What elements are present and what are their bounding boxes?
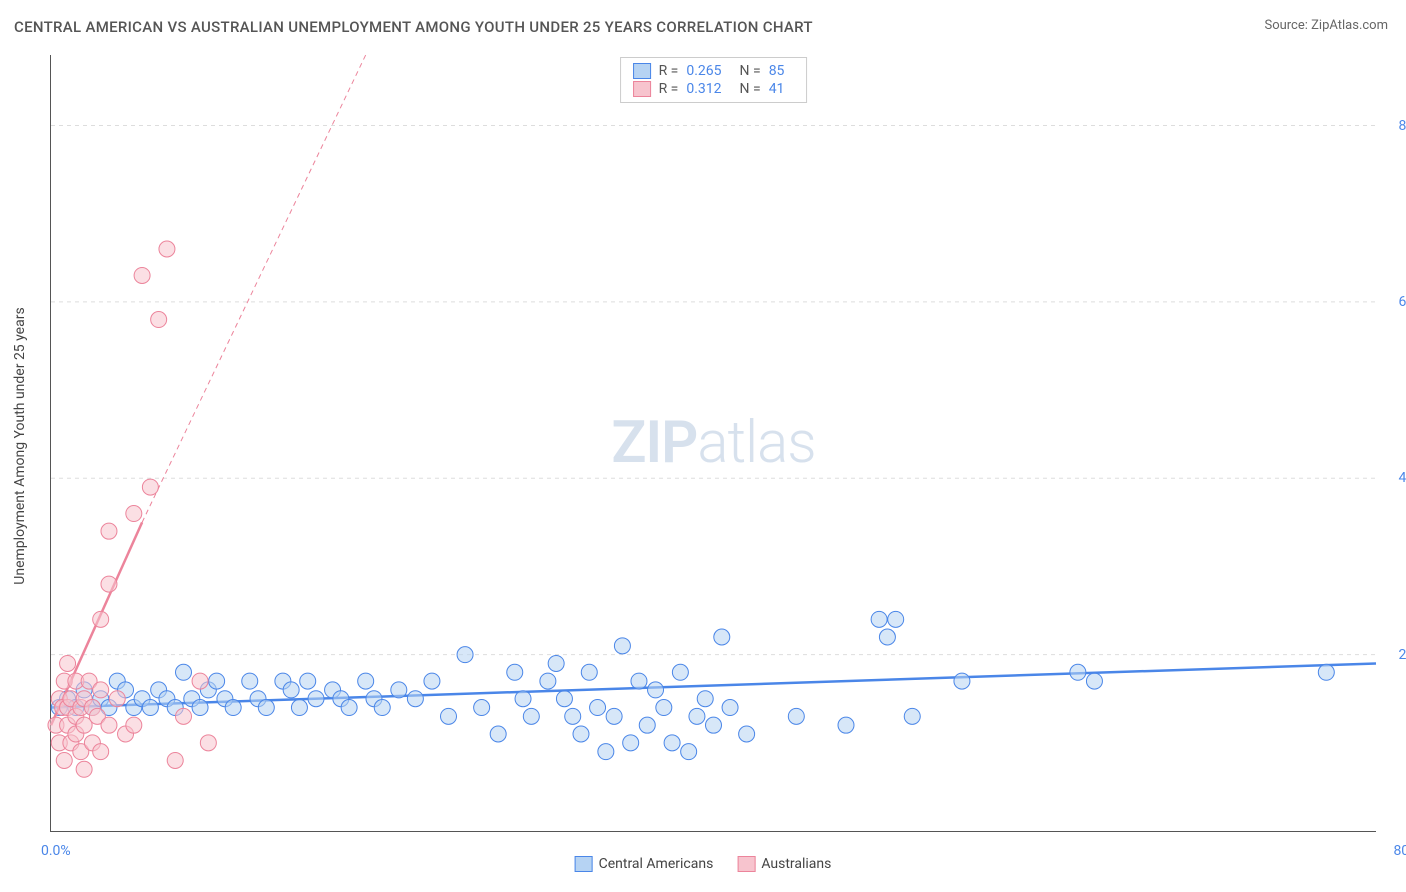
- source-attribution: Source: ZipAtlas.com: [1264, 18, 1388, 33]
- scatter-point: [548, 655, 564, 671]
- scatter-point: [101, 523, 117, 539]
- scatter-point: [664, 735, 680, 751]
- scatter-point: [614, 638, 630, 654]
- scatter-point: [151, 312, 167, 328]
- scatter-point: [739, 726, 755, 742]
- scatter-point: [523, 708, 539, 724]
- scatter-point: [697, 691, 713, 707]
- scatter-point: [192, 673, 208, 689]
- scatter-point: [76, 761, 92, 777]
- scatter-point: [656, 700, 672, 716]
- scatter-point: [540, 673, 556, 689]
- scatter-point: [134, 267, 150, 283]
- scatter-point: [242, 673, 258, 689]
- scatter-point: [714, 629, 730, 645]
- scatter-point: [283, 682, 299, 698]
- scatter-point: [556, 691, 572, 707]
- plot-area: ZIPatlas R = 0.265 N = 85 R = 0.312 N = …: [50, 55, 1376, 832]
- scatter-point: [225, 700, 241, 716]
- scatter-point: [623, 735, 639, 751]
- y-tick-label: 60.0%: [1381, 294, 1406, 310]
- legend-swatch-pink: [737, 856, 755, 872]
- y-axis-title: Unemployment Among Youth under 25 years: [12, 307, 28, 584]
- scatter-point: [904, 708, 920, 724]
- scatter-point: [358, 673, 374, 689]
- scatter-point: [126, 506, 142, 522]
- scatter-point: [639, 717, 655, 733]
- scatter-point: [648, 682, 664, 698]
- scatter-point: [871, 611, 887, 627]
- scatter-point: [441, 708, 457, 724]
- scatter-point: [167, 752, 183, 768]
- scatter-point: [93, 682, 109, 698]
- scatter-point: [93, 611, 109, 627]
- legend-label: Central Americans: [599, 856, 714, 872]
- scatter-point: [374, 700, 390, 716]
- scatter-point: [722, 700, 738, 716]
- scatter-point: [142, 700, 158, 716]
- scatter-point: [56, 752, 72, 768]
- scatter-point: [391, 682, 407, 698]
- scatter-point: [581, 664, 597, 680]
- scatter-point: [109, 691, 125, 707]
- y-tick-label: 20.0%: [1381, 647, 1406, 663]
- scatter-point: [457, 647, 473, 663]
- y-tick-label: 40.0%: [1381, 470, 1406, 486]
- scatter-point: [507, 664, 523, 680]
- scatter-point: [598, 744, 614, 760]
- scatter-point: [159, 241, 175, 257]
- scatter-point: [209, 673, 225, 689]
- scatter-point: [407, 691, 423, 707]
- legend-swatch-blue: [575, 856, 593, 872]
- scatter-point: [474, 700, 490, 716]
- scatter-point: [689, 708, 705, 724]
- scatter-point: [142, 479, 158, 495]
- scatter-point: [706, 717, 722, 733]
- source-label: Source:: [1264, 18, 1311, 33]
- scatter-point: [631, 673, 647, 689]
- bottom-legend: Central Americans Australians: [575, 856, 832, 872]
- scatter-point: [101, 576, 117, 592]
- legend-label: Australians: [761, 856, 831, 872]
- y-tick-label: 80.0%: [1381, 118, 1406, 134]
- scatter-point: [101, 717, 117, 733]
- scatter-point: [838, 717, 854, 733]
- scatter-point: [606, 708, 622, 724]
- scatter-point: [672, 664, 688, 680]
- scatter-point: [291, 700, 307, 716]
- scatter-point: [1086, 673, 1102, 689]
- scatter-point: [888, 611, 904, 627]
- x-tick-min: 0.0%: [41, 843, 71, 859]
- scatter-point: [590, 700, 606, 716]
- scatter-point: [1318, 664, 1334, 680]
- scatter-point: [126, 717, 142, 733]
- scatter-point: [490, 726, 506, 742]
- legend-item: Central Americans: [575, 856, 714, 872]
- scatter-point: [573, 726, 589, 742]
- scatter-point: [954, 673, 970, 689]
- scatter-point: [176, 708, 192, 724]
- legend-item: Australians: [737, 856, 831, 872]
- scatter-point: [300, 673, 316, 689]
- scatter-svg: [51, 55, 1376, 831]
- scatter-point: [341, 700, 357, 716]
- scatter-point: [308, 691, 324, 707]
- scatter-point: [200, 735, 216, 751]
- scatter-point: [879, 629, 895, 645]
- scatter-point: [515, 691, 531, 707]
- scatter-point: [565, 708, 581, 724]
- scatter-point: [788, 708, 804, 724]
- scatter-point: [258, 700, 274, 716]
- scatter-point: [60, 655, 76, 671]
- source-value: ZipAtlas.com: [1311, 18, 1388, 33]
- x-tick-max: 80.0%: [1393, 843, 1406, 859]
- scatter-point: [192, 700, 208, 716]
- scatter-point: [93, 744, 109, 760]
- scatter-point: [681, 744, 697, 760]
- scatter-point: [1070, 664, 1086, 680]
- scatter-point: [424, 673, 440, 689]
- scatter-point: [176, 664, 192, 680]
- chart-title: CENTRAL AMERICAN VS AUSTRALIAN UNEMPLOYM…: [14, 18, 813, 36]
